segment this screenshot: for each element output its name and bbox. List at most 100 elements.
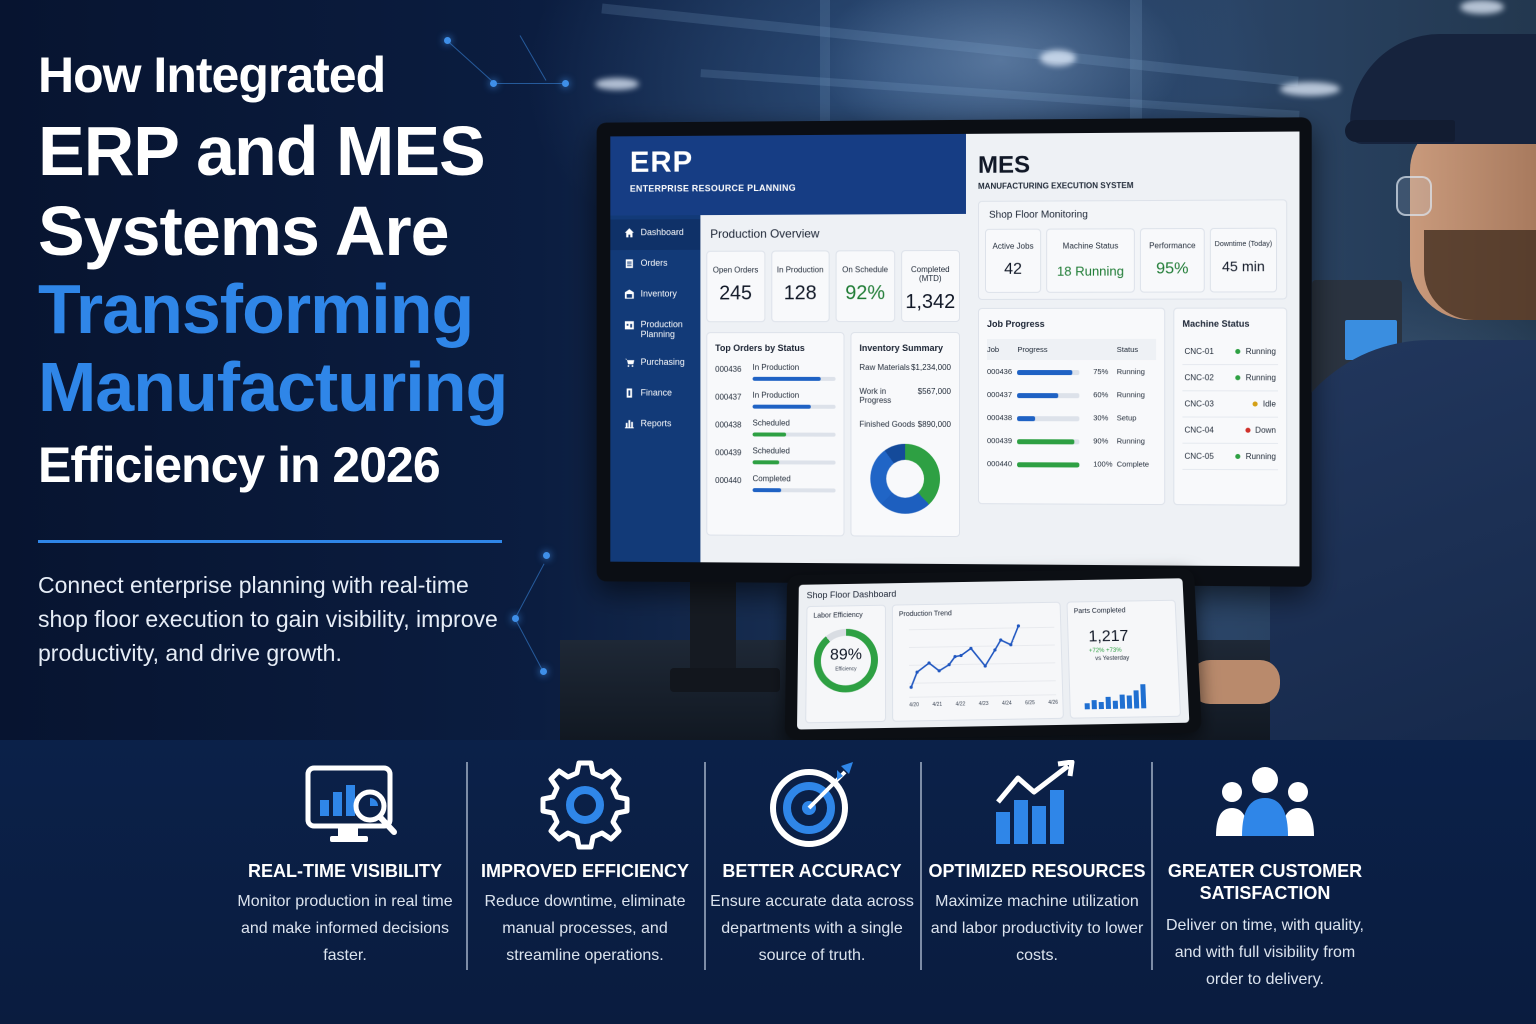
divider — [920, 762, 922, 970]
sidebar-item-purchasing[interactable]: Purchasing — [610, 349, 700, 380]
table-row[interactable]: 000440 100% Complete — [987, 452, 1156, 476]
job-progress-card: Job Progress Job Progress Status 000436 7… — [977, 307, 1166, 506]
monitor-screen: ERP ENTERPRISE RESOURCE PLANNING Dashboa… — [610, 131, 1300, 567]
gauge-value: 89% — [829, 646, 863, 664]
headline-line-6: Efficiency in 2026 — [38, 437, 441, 493]
table-row[interactable]: 000439 90% Running — [987, 429, 1156, 453]
kpi-active-jobs: Active Jobs 42 — [984, 228, 1042, 293]
tablet-title: Shop Floor Dashboard — [806, 588, 897, 601]
safety-glasses — [1396, 176, 1432, 216]
clipboard-icon — [625, 259, 633, 268]
order-id: 000438 — [715, 420, 742, 430]
x-axis-tick-label: 4/23 — [979, 701, 989, 707]
order-id: 000437 — [715, 392, 742, 402]
order-row[interactable]: 000436 In Production — [715, 363, 836, 381]
order-row[interactable]: 000440 Completed — [715, 474, 836, 493]
kpi-open-orders: Open Orders 245 — [706, 250, 765, 323]
job-percent: 30% — [1093, 413, 1109, 423]
divider — [466, 762, 468, 970]
sidebar-item-orders[interactable]: Orders — [610, 250, 700, 281]
machine-status: Running — [1245, 346, 1277, 357]
reports-icon — [624, 420, 634, 429]
parts-comparison-label: vs Yesterday — [1095, 655, 1130, 663]
kpi-machine-status: Machine Status 18 Running — [1046, 228, 1135, 293]
feature-title: OPTIMIZED RESOURCES — [928, 861, 1146, 881]
feature-description: Maximize machine utilization and labor p… — [930, 893, 1144, 964]
order-progress-bar — [752, 432, 836, 437]
machine-row[interactable]: CNC-05 Running — [1182, 443, 1279, 471]
card-title: Inventory Summary — [859, 343, 944, 353]
factory-beam — [820, 0, 830, 130]
sidebar-item-label: Finance — [640, 387, 672, 398]
monitor-stand-base — [670, 668, 780, 692]
feature-title: REAL-TIME VISIBILITY — [247, 861, 442, 881]
order-row[interactable]: 000438 Scheduled — [715, 418, 836, 437]
sidebar-item-label: Orders — [640, 257, 668, 268]
order-row[interactable]: 000437 In Production — [715, 390, 836, 409]
finance-icon — [626, 388, 633, 398]
worker-hand — [1190, 660, 1280, 704]
kpi-value: 245 — [719, 282, 753, 305]
kpi-label: Completed (MTD) — [911, 265, 950, 284]
sidebar-item-dashboard[interactable]: Dashboard — [610, 219, 701, 251]
kpi-label: In Production — [776, 265, 824, 275]
order-status: In Production — [752, 390, 800, 400]
shop-floor-monitoring-title: Shop Floor Monitoring — [988, 209, 1088, 221]
status-dot-icon — [1244, 428, 1251, 434]
order-progress-bar — [752, 460, 836, 465]
machine-row[interactable]: CNC-01 Running — [1182, 338, 1279, 366]
worker-body — [1270, 340, 1536, 740]
job-progress-bar — [1017, 392, 1080, 398]
production-trend-card: Production Trend 4/20 4 — [891, 601, 1064, 722]
subtitle: Connect enterprise planning with real-ti… — [38, 572, 498, 666]
network-line — [514, 618, 545, 674]
kpi-label: Active Jobs — [992, 241, 1034, 251]
monitor-analytics-icon — [305, 765, 397, 842]
parts-completed-card: Parts Completed 1,217 +72% +73% vs Yeste… — [1066, 599, 1182, 719]
table-row[interactable]: 000438 30% Setup — [987, 406, 1156, 429]
kpi-value: 45 min — [1222, 258, 1265, 275]
machine-row[interactable]: CNC-03 Idle — [1182, 391, 1279, 418]
sidebar-item-production-planning[interactable]: Production Planning — [610, 311, 700, 349]
monitor-stand — [690, 580, 736, 680]
machine-status: Running — [1245, 451, 1277, 462]
sidebar-item-finance[interactable]: Finance — [610, 380, 700, 411]
machines-list: CNC-01 Running CNC-02 Running CNC-03 Idle CNC-… — [1182, 338, 1279, 471]
machine-row[interactable]: CNC-02 Running — [1182, 365, 1279, 392]
kpi-label: On Schedule — [842, 265, 889, 275]
ceiling-light — [1040, 50, 1076, 66]
table-row[interactable]: 000436 75% Running — [987, 360, 1156, 383]
headline-line-4: Transforming — [38, 270, 474, 348]
machine-row[interactable]: CNC-04 Down — [1182, 417, 1279, 444]
job-id: 000437 — [986, 390, 1013, 400]
table-row[interactable]: 000437 60% Running — [987, 383, 1156, 406]
job-status: Complete — [1116, 459, 1150, 469]
card-title: Job Progress — [986, 318, 1045, 329]
inventory-summary-card: Inventory Summary Raw Materials $1,234,0… — [850, 331, 960, 538]
inventory-label: Finished Goods — [859, 419, 916, 429]
feature-description: Monitor production in real time and make… — [237, 893, 453, 964]
job-progress-bar — [1017, 369, 1080, 375]
erp-sidebar: Dashboard Orders Inventory Production Pl… — [610, 215, 701, 563]
job-progress-bar — [1017, 461, 1080, 468]
order-row[interactable]: 000439 Scheduled — [715, 446, 836, 465]
kpi-performance: Performance 95% — [1139, 227, 1205, 293]
sidebar-item-reports[interactable]: Reports — [610, 410, 700, 441]
kpi-label: Open Orders — [712, 265, 759, 275]
machine-status: Running — [1245, 373, 1277, 383]
tablet-screen: Shop Floor Dashboard Labor Efficiency 89… — [797, 578, 1190, 730]
headline-line-5: Manufacturing — [38, 348, 508, 426]
column-header: Job — [986, 338, 1018, 361]
status-dot-icon — [1252, 401, 1258, 407]
job-status: Running — [1116, 436, 1145, 446]
x-axis-tick-label: 4/26 — [1048, 700, 1058, 706]
feature-title: BETTER ACCURACY — [722, 861, 902, 881]
inventory-value: $567,000 — [917, 386, 951, 397]
kpi-label: Machine Status — [1062, 241, 1119, 251]
target-icon — [770, 762, 853, 847]
gear-icon — [540, 760, 630, 850]
inventory-value: $1,234,000 — [911, 362, 951, 373]
machine-name: CNC-04 — [1184, 425, 1214, 435]
headline-line-3: Systems Are — [38, 192, 450, 270]
sidebar-item-inventory[interactable]: Inventory — [610, 281, 700, 312]
